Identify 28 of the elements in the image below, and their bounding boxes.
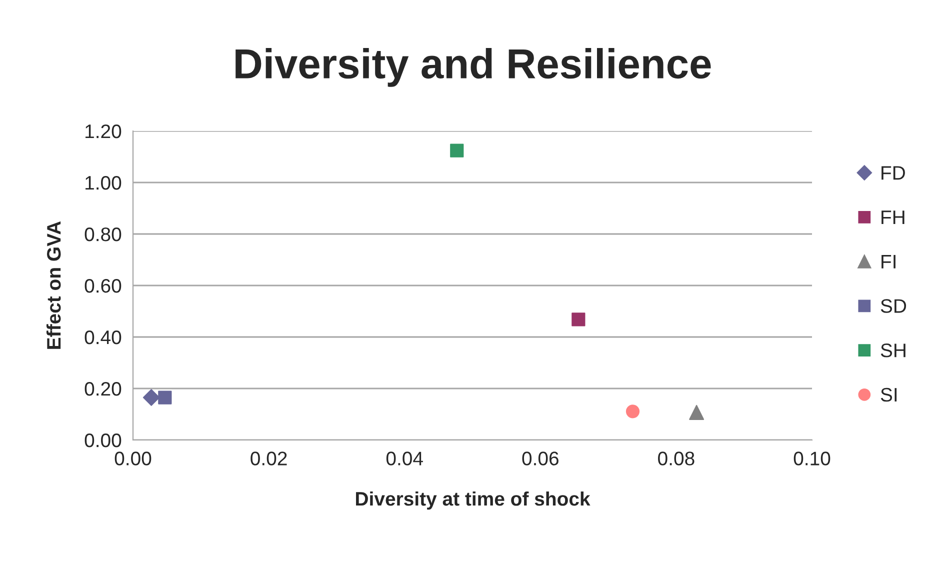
x-axis-title: Diversity at time of shock bbox=[356, 491, 590, 510]
point bbox=[450, 144, 464, 158]
point bbox=[572, 312, 586, 326]
legend-label: FI bbox=[882, 254, 896, 268]
point bbox=[142, 389, 160, 406]
y-tick-label: 0.40 bbox=[84, 330, 122, 344]
x-tick-label: 0.06 bbox=[522, 452, 558, 466]
y-axis-title: Effect on GVA bbox=[46, 221, 61, 349]
legend-label: SD bbox=[880, 299, 906, 313]
legend-label: FH bbox=[882, 210, 904, 224]
y-tick-label: 1.00 bbox=[86, 176, 122, 190]
y-tick-label: 0.80 bbox=[84, 227, 122, 242]
legend-label: SI bbox=[880, 388, 897, 402]
y-tick-label: 0.00 bbox=[84, 433, 122, 448]
x-tick-label: 0.04 bbox=[386, 452, 423, 466]
y-tick-label: 0.20 bbox=[84, 382, 122, 396]
x-tick-label: 0.08 bbox=[658, 452, 694, 466]
legend-label: SH bbox=[880, 344, 906, 358]
point bbox=[689, 404, 704, 420]
chart-title: Diversity and Resilience bbox=[236, 48, 711, 87]
y-tick-label: 1.20 bbox=[86, 124, 122, 138]
point bbox=[626, 404, 640, 418]
x-tick-label: 0.10 bbox=[794, 452, 830, 466]
legend-label: FD bbox=[882, 166, 905, 180]
x-tick-label: 0.00 bbox=[114, 452, 152, 466]
x-tick-label: 0.02 bbox=[250, 452, 287, 466]
point bbox=[158, 390, 172, 404]
y-tick-label: 0.60 bbox=[84, 278, 122, 293]
